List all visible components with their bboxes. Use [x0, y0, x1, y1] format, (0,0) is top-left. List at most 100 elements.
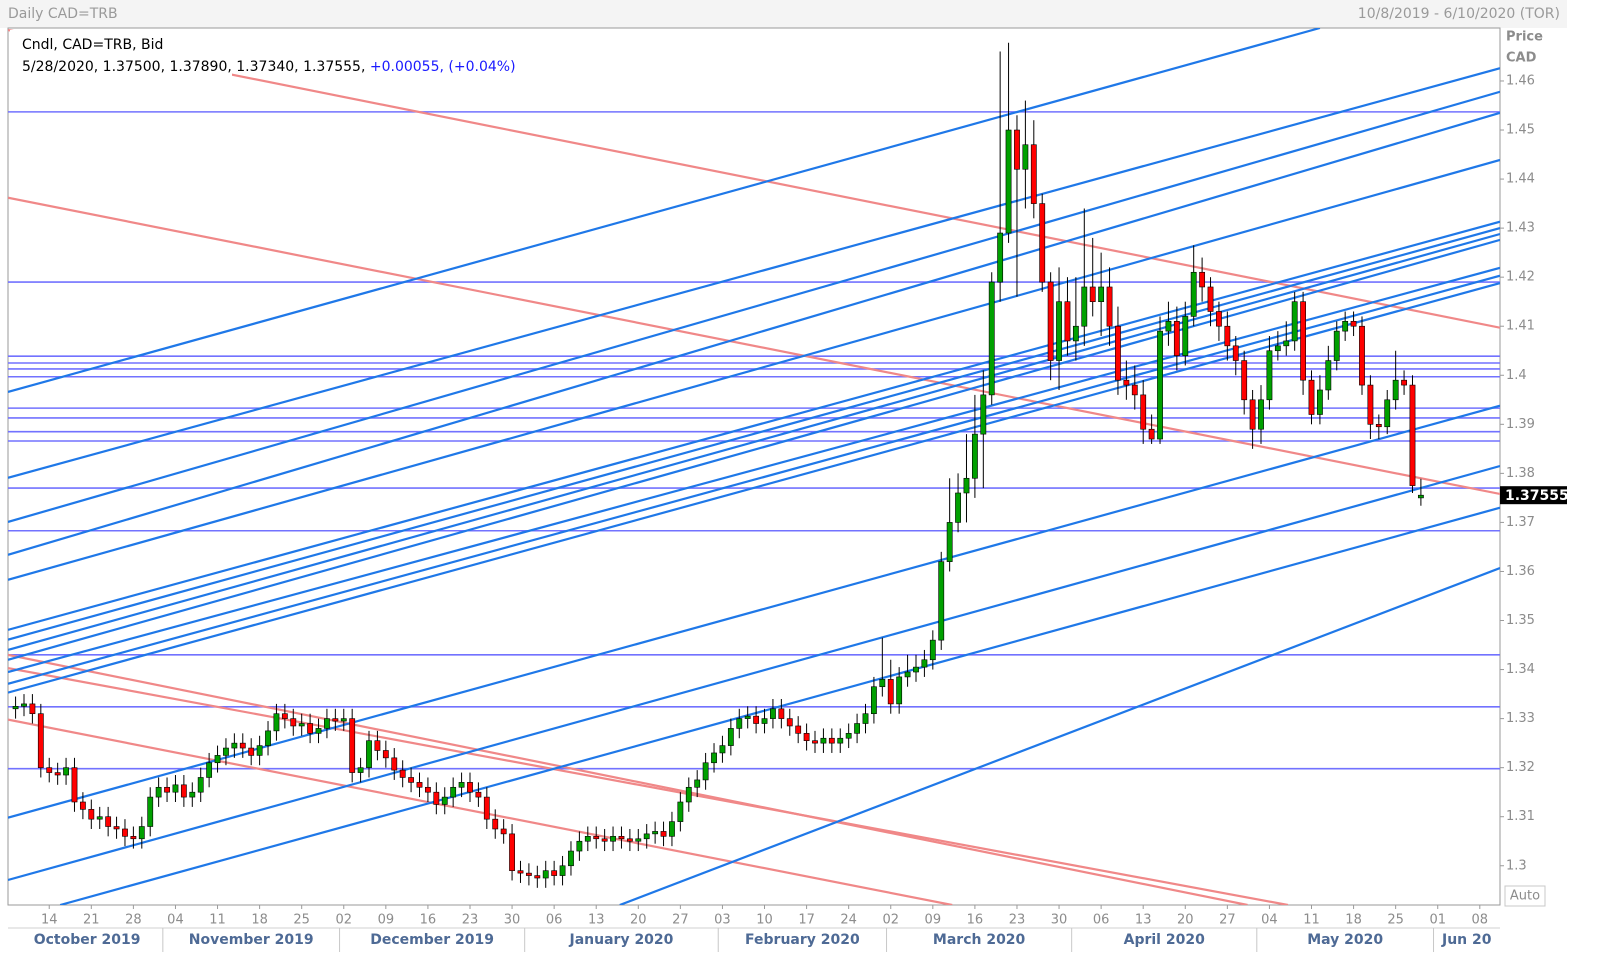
- y-tick-label: 1.42: [1506, 270, 1535, 285]
- candle-body: [685, 786, 692, 803]
- candle-body: [1030, 144, 1037, 204]
- auto-button-label[interactable]: Auto: [1510, 889, 1540, 904]
- candle-body: [904, 671, 911, 678]
- candle-body: [887, 679, 894, 705]
- candle-body: [105, 816, 112, 827]
- candle-body: [458, 782, 465, 788]
- candle-body: [1056, 301, 1062, 361]
- candle-body: [618, 836, 625, 840]
- candle-body: [332, 718, 339, 722]
- candle-body: [845, 733, 852, 739]
- candle-body: [298, 723, 305, 727]
- candle-body: [391, 757, 398, 771]
- candle-body: [1047, 281, 1054, 361]
- x-tick-label: 20: [630, 913, 647, 928]
- legend-ohlc: 5/28/2020, 1.37500, 1.37890, 1.37340, 1.…: [22, 59, 365, 75]
- candle-body: [643, 833, 650, 840]
- candle-body: [786, 718, 793, 727]
- chart-title: Daily CAD=TRB: [8, 6, 118, 22]
- month-label: April 2020: [1124, 932, 1205, 948]
- candle-body: [256, 745, 263, 756]
- candle-body: [727, 728, 734, 746]
- x-tick-label: 04: [167, 913, 184, 928]
- red-trend-line: [8, 653, 1248, 905]
- candle-body: [206, 762, 213, 778]
- candle-body: [1140, 394, 1147, 430]
- candle-body: [929, 639, 936, 661]
- x-tick-label: 06: [546, 913, 563, 928]
- legend-values: 5/28/2020, 1.37500, 1.37890, 1.37340, 1.…: [22, 59, 516, 75]
- candle-body: [1182, 316, 1189, 356]
- candle-body: [408, 777, 414, 783]
- candle-body: [711, 752, 717, 764]
- candle-body: [946, 522, 953, 562]
- candle-body: [180, 784, 187, 798]
- candle-body: [719, 745, 726, 754]
- x-tick-label: 17: [798, 913, 815, 928]
- candle-body: [1392, 379, 1399, 401]
- plot-area: [7, 27, 1501, 906]
- candle-body: [601, 838, 608, 842]
- candle-body: [29, 703, 36, 715]
- y-tick-label: 1.3: [1506, 858, 1527, 873]
- candle-body: [1317, 389, 1323, 415]
- x-tick-label: 11: [209, 913, 226, 928]
- blue-trend-line: [8, 404, 1500, 819]
- candle-body: [416, 782, 423, 788]
- red-trend-line: [8, 718, 953, 905]
- candle-body: [542, 870, 549, 879]
- candle-body: [441, 796, 448, 805]
- candle-body: [879, 679, 886, 688]
- candle-body: [12, 706, 19, 710]
- candle-body: [433, 791, 440, 805]
- date-range: 10/8/2019 - 6/10/2020 (TOR): [1358, 6, 1560, 22]
- x-tick-label: 24: [840, 913, 857, 928]
- candle-body: [1274, 345, 1281, 352]
- x-tick-label: 06: [1093, 913, 1110, 928]
- candle-body: [921, 659, 928, 668]
- auto-button[interactable]: [1504, 885, 1546, 907]
- x-tick-label: 09: [925, 913, 942, 928]
- month-label: January 2020: [569, 932, 674, 948]
- candle-body: [837, 737, 844, 744]
- candle-body: [1359, 325, 1365, 386]
- candle-body: [828, 737, 835, 744]
- candle-body: [130, 836, 137, 840]
- candle-body: [1081, 286, 1088, 327]
- red-trend-line: [8, 196, 1500, 496]
- candle-body: [197, 777, 204, 793]
- y-axis-label: Price: [1506, 30, 1543, 45]
- y-tick-label: 1.37: [1506, 515, 1535, 530]
- x-tick-label: 04: [1261, 913, 1278, 928]
- x-tick-label: 20: [1177, 913, 1194, 928]
- candle-body: [239, 742, 246, 749]
- candle-body: [736, 718, 743, 729]
- red-trend-line: [8, 667, 1289, 905]
- candle-body: [753, 715, 760, 724]
- candle-body: [593, 836, 600, 840]
- candle-body: [1417, 494, 1424, 499]
- candle-body: [475, 791, 482, 798]
- candle-body: [1014, 129, 1020, 170]
- y-tick-label: 1.36: [1506, 564, 1535, 579]
- candle-body: [164, 786, 170, 793]
- candle-body: [138, 826, 145, 840]
- candle-body: [1216, 311, 1222, 327]
- candle-body: [509, 833, 515, 871]
- candle-body: [88, 809, 95, 820]
- x-tick-label: 27: [1219, 913, 1236, 928]
- candle-body: [988, 281, 995, 396]
- blue-trend-line: [8, 28, 1321, 394]
- last-price-label: 1.37555: [1505, 488, 1569, 504]
- candle-body: [399, 769, 406, 778]
- x-tick-label: 23: [462, 913, 479, 928]
- x-tick-label: 03: [714, 913, 731, 928]
- candle-body: [1249, 399, 1256, 430]
- candle-body: [795, 725, 802, 734]
- x-tick-label: 18: [251, 913, 268, 928]
- blue-trend-line: [8, 220, 1500, 631]
- candle-body: [1064, 301, 1071, 342]
- y-tick-label: 1.31: [1506, 809, 1535, 824]
- x-tick-label: 18: [1345, 913, 1362, 928]
- y-tick-label: 1.34: [1506, 662, 1535, 677]
